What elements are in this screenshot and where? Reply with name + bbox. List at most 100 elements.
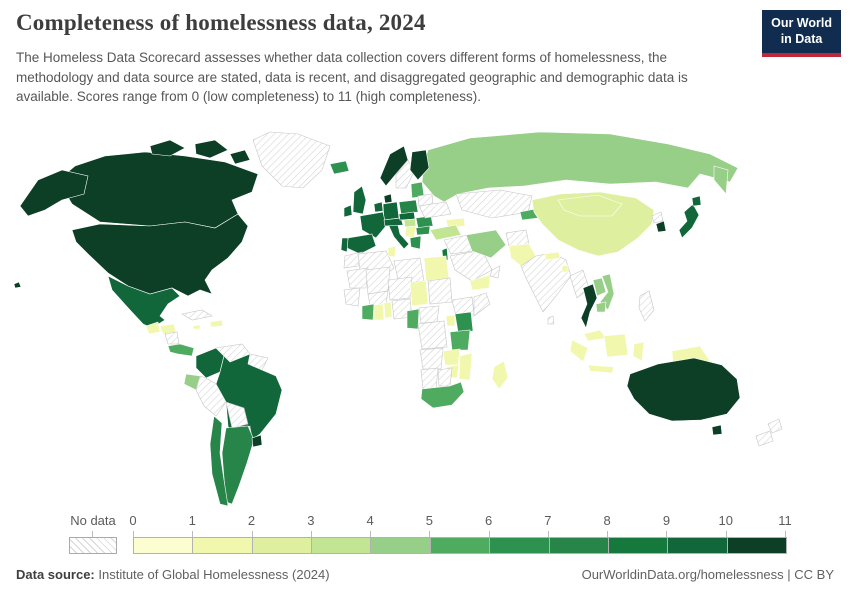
country-zambia[interactable] [442, 348, 461, 366]
country-afghanistan[interactable] [505, 229, 530, 247]
country-tanzania[interactable] [449, 329, 471, 351]
country-sweden[interactable] [395, 159, 415, 189]
country-mongolia[interactable] [557, 194, 623, 217]
country-botswana[interactable] [437, 367, 453, 387]
legend-bin-7[interactable] [549, 538, 609, 553]
country-sumatra[interactable] [569, 339, 589, 363]
country-finland[interactable] [409, 149, 430, 181]
country-greenland[interactable] [252, 131, 331, 189]
country-iran[interactable] [465, 229, 507, 259]
country-alaska[interactable] [19, 169, 89, 217]
country-sudan[interactable] [427, 277, 453, 305]
country-caucasus[interactable] [445, 217, 466, 229]
country-tasmania[interactable] [711, 424, 723, 436]
country-denmark[interactable] [383, 193, 393, 204]
country-yemen[interactable] [469, 274, 491, 291]
country-canada-island-3[interactable] [229, 149, 251, 165]
country-argentina[interactable] [221, 425, 255, 505]
rights-link[interactable]: OurWorldinData.org/homelessness | CC BY [581, 567, 834, 582]
country-serbia-balkans[interactable] [404, 225, 417, 239]
country-canada-island-1[interactable] [149, 139, 186, 157]
country-canada-island-2[interactable] [194, 139, 229, 159]
country-ukraine[interactable] [418, 201, 452, 219]
legend-bin-8[interactable] [608, 538, 669, 553]
country-thailand[interactable] [580, 283, 598, 329]
country-india[interactable] [520, 252, 572, 313]
country-france[interactable] [359, 211, 387, 239]
country-switzerland-austria[interactable] [383, 217, 404, 227]
country-namibia[interactable] [420, 367, 439, 390]
country-uganda[interactable] [445, 314, 456, 327]
country-cuba[interactable] [181, 309, 213, 321]
country-somalia[interactable] [473, 292, 491, 317]
country-nepal[interactable] [544, 251, 561, 261]
country-sulawesi[interactable] [632, 341, 645, 362]
legend-bin-0[interactable] [134, 538, 194, 553]
country-japan[interactable] [678, 203, 700, 239]
country-united-states[interactable] [71, 213, 249, 297]
country-egypt[interactable] [423, 255, 450, 282]
country-romania[interactable] [415, 215, 434, 229]
country-morocco[interactable] [343, 251, 363, 269]
country-sri-lanka[interactable] [547, 315, 555, 325]
no-data-swatch[interactable] [69, 537, 117, 554]
country-bulgaria[interactable] [415, 225, 431, 236]
country-spain[interactable] [346, 233, 377, 255]
country-borneo[interactable] [603, 333, 629, 358]
country-ireland[interactable] [343, 204, 353, 218]
country-ghana[interactable] [373, 303, 385, 321]
country-new-zealand-north[interactable] [767, 418, 783, 434]
country-iceland[interactable] [329, 160, 350, 175]
country-mali[interactable] [365, 266, 391, 295]
country-tunisia[interactable] [387, 245, 397, 258]
country-netherlands-belgium[interactable] [373, 201, 384, 213]
country-chile[interactable] [209, 415, 229, 507]
country-malaysia[interactable] [583, 329, 607, 342]
country-russia[interactable] [421, 131, 739, 203]
country-mauritania[interactable] [346, 267, 369, 289]
country-laos[interactable] [592, 277, 607, 297]
country-poland[interactable] [398, 199, 419, 215]
country-drc[interactable] [417, 320, 448, 350]
country-guatemala[interactable] [145, 321, 161, 335]
country-chad[interactable] [409, 280, 429, 307]
country-java[interactable] [587, 364, 615, 374]
country-canada[interactable] [57, 151, 259, 229]
country-kenya[interactable] [454, 311, 474, 333]
country-niger[interactable] [387, 276, 413, 301]
legend-bin-1[interactable] [193, 538, 253, 553]
legend-bin-9[interactable] [668, 538, 728, 553]
owid-logo[interactable]: Our World in Data [762, 10, 841, 58]
country-cambodia[interactable] [595, 301, 607, 313]
country-madagascar[interactable] [491, 360, 509, 390]
country-japan-hokkaido[interactable] [691, 195, 702, 207]
country-south-africa[interactable] [420, 381, 465, 409]
country-greece[interactable] [409, 235, 422, 250]
country-central-african-republic[interactable] [418, 305, 440, 324]
country-benin-togo[interactable] [383, 301, 393, 319]
country-jamaica[interactable] [192, 324, 201, 330]
legend-bin-4[interactable] [371, 538, 431, 553]
country-united-kingdom[interactable] [352, 185, 367, 215]
country-mozambique[interactable] [458, 352, 473, 381]
legend-bin-6[interactable] [490, 538, 550, 553]
country-australia[interactable] [626, 357, 741, 422]
country-philippines[interactable] [638, 290, 655, 322]
legend-bin-10[interactable] [727, 538, 786, 553]
country-vietnam[interactable] [599, 273, 615, 311]
country-hungary[interactable] [403, 218, 417, 228]
country-bolivia[interactable] [225, 401, 249, 429]
legend-bin-2[interactable] [252, 538, 313, 553]
country-cameroon[interactable] [406, 308, 420, 330]
country-ivory-coast[interactable] [361, 303, 375, 321]
legend-bin-5[interactable] [430, 538, 491, 553]
country-angola[interactable] [419, 347, 444, 370]
country-north-korea[interactable] [651, 211, 664, 224]
country-oman[interactable] [489, 265, 501, 279]
country-new-zealand-south[interactable] [755, 430, 774, 447]
country-turkey[interactable] [429, 224, 462, 241]
country-uruguay[interactable] [251, 434, 263, 448]
legend-bin-3[interactable] [312, 538, 372, 553]
country-hawaii[interactable] [13, 281, 22, 289]
country-nicaragua[interactable] [164, 331, 180, 345]
